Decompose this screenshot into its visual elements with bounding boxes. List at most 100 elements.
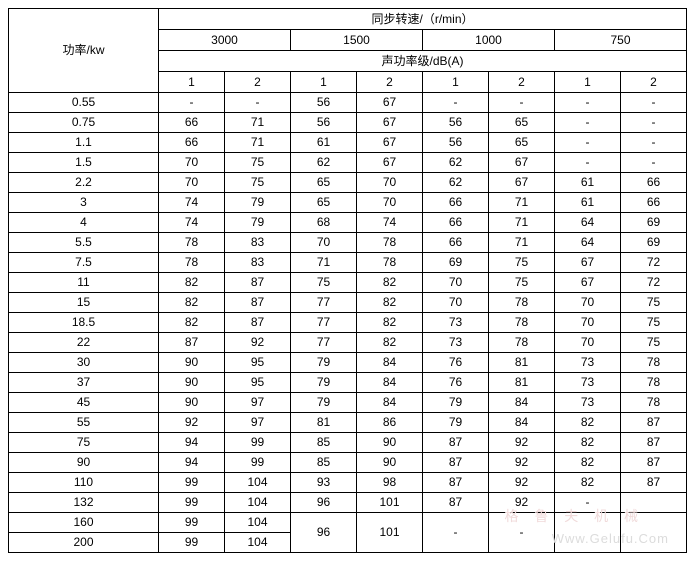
data-cell: 101 [357,493,423,513]
data-cell: 79 [423,393,489,413]
data-cell: 84 [357,373,423,393]
data-cell: 104 [225,533,291,553]
power-cell: 0.55 [9,93,159,113]
data-cell: 99 [225,433,291,453]
data-cell: 82 [159,293,225,313]
data-cell: 70 [555,293,621,313]
data-cell: 82 [159,313,225,333]
data-cell: 87 [621,453,687,473]
data-cell: 84 [489,393,555,413]
data-cell: 83 [225,253,291,273]
data-cell: 92 [489,473,555,493]
data-cell: 71 [225,113,291,133]
data-cell: 67 [357,113,423,133]
data-cell: 72 [621,273,687,293]
data-cell: 75 [291,273,357,293]
data-cell: 64 [555,233,621,253]
data-cell: 78 [489,313,555,333]
data-cell: 70 [291,233,357,253]
data-cell: 71 [225,133,291,153]
data-cell: 66 [423,233,489,253]
data-cell: 104 [225,473,291,493]
data-cell: - [423,513,489,553]
speed-750: 750 [555,30,687,51]
data-cell: 81 [489,353,555,373]
data-cell: - [555,153,621,173]
data-cell: 93 [291,473,357,493]
data-cell: 71 [489,213,555,233]
data-cell: 101 [357,513,423,553]
data-cell: 73 [555,393,621,413]
data-cell: 84 [357,353,423,373]
data-cell: 87 [225,293,291,313]
data-cell: 78 [489,333,555,353]
sound-header: 声功率级/dB(A) [159,51,687,72]
data-cell: 84 [357,393,423,413]
data-cell: 90 [159,373,225,393]
data-cell: - [621,153,687,173]
data-cell: 69 [423,253,489,273]
data-cell: - [489,93,555,113]
data-cell: 61 [555,193,621,213]
data-cell: 73 [423,313,489,333]
speed-1000: 1000 [423,30,555,51]
speed-1500: 1500 [291,30,423,51]
sub-col-6: 1 [555,72,621,93]
data-cell: 76 [423,353,489,373]
power-cell: 37 [9,373,159,393]
sub-col-3: 2 [357,72,423,93]
data-cell: - [621,133,687,153]
data-cell: 56 [291,93,357,113]
data-cell: 82 [555,433,621,453]
data-cell: 96 [291,513,357,553]
data-cell: 67 [555,273,621,293]
data-cell: 82 [555,453,621,473]
data-cell: 90 [357,453,423,473]
data-cell: 65 [291,193,357,213]
power-cell: 3 [9,193,159,213]
sub-col-4: 1 [423,72,489,93]
data-cell: 71 [291,253,357,273]
data-cell: 73 [423,333,489,353]
spec-table: 功率/kw 同步转速/（r/min） 3000 1500 1000 750 声功… [8,8,687,553]
data-cell: 85 [291,433,357,453]
data-cell: 87 [225,313,291,333]
data-cell: - [621,113,687,133]
data-cell: 75 [225,173,291,193]
data-cell: 79 [225,213,291,233]
data-cell: - [555,133,621,153]
data-cell: 84 [489,413,555,433]
data-cell: - [423,93,489,113]
data-cell: 66 [159,113,225,133]
data-cell: 87 [423,433,489,453]
power-cell: 90 [9,453,159,473]
data-cell: 79 [291,393,357,413]
data-cell: 66 [621,193,687,213]
data-cell: - [555,493,621,513]
data-cell: 77 [291,333,357,353]
data-cell: 92 [489,453,555,473]
data-cell: 94 [159,453,225,473]
data-cell: 78 [489,293,555,313]
data-cell [621,513,687,553]
data-cell: 75 [225,153,291,173]
data-cell: 70 [555,313,621,333]
power-cell: 132 [9,493,159,513]
data-cell: 75 [621,333,687,353]
data-cell: 78 [621,353,687,373]
data-cell: 90 [159,393,225,413]
data-cell: 79 [225,193,291,213]
power-cell: 22 [9,333,159,353]
data-cell: 65 [291,173,357,193]
power-cell: 0.75 [9,113,159,133]
data-cell: 65 [489,113,555,133]
data-cell: 99 [159,533,225,553]
data-cell: 78 [357,233,423,253]
data-cell: 99 [225,453,291,473]
power-cell: 5.5 [9,233,159,253]
power-cell: 1.1 [9,133,159,153]
data-cell: 92 [489,433,555,453]
power-cell: 45 [9,393,159,413]
data-cell: 95 [225,353,291,373]
data-cell: 82 [555,413,621,433]
